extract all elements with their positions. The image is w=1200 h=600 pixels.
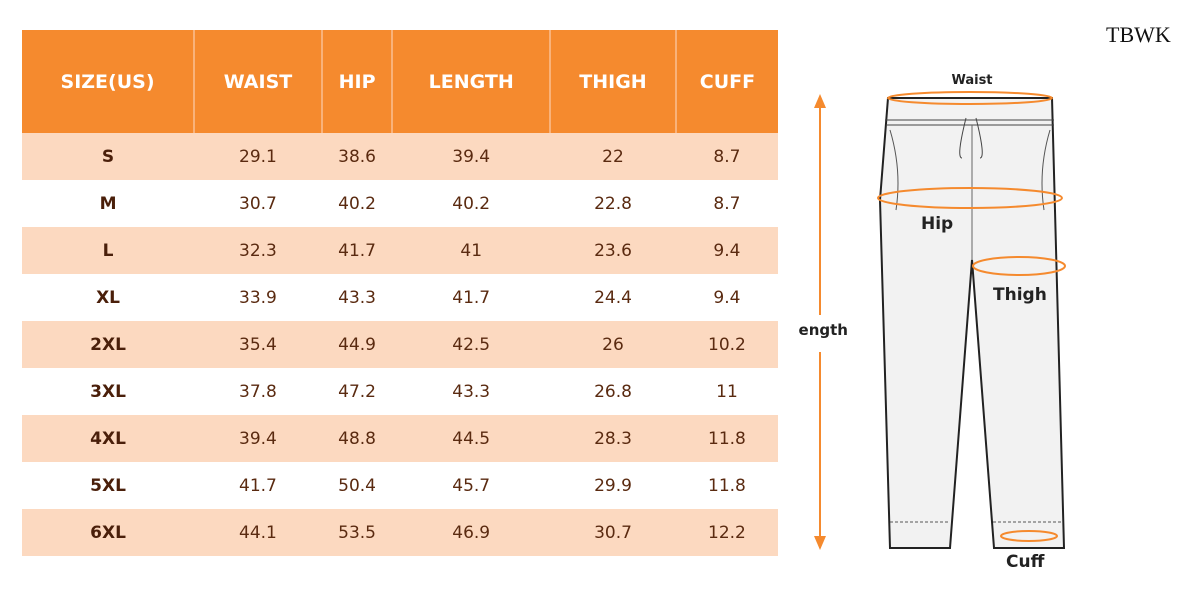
size-cell: 6XL	[22, 509, 195, 556]
measure-cell: 43.3	[338, 287, 376, 308]
measure-cell: 9.4	[713, 287, 741, 308]
measure-cell: 39.4	[392, 133, 551, 180]
size-row: 2XL 35.4 44.9 42.5 26 10.2	[22, 321, 778, 368]
size-row: M 30.7 40.2 40.2 22.8 8.7	[22, 180, 778, 227]
measure-cell: 37.8	[239, 381, 277, 402]
size-cell: 3XL	[90, 381, 126, 402]
arrow-head	[814, 94, 826, 108]
brand: TBWK	[1106, 22, 1171, 47]
thigh-label: Thigh	[993, 285, 1047, 305]
size-cell: 5XL	[90, 475, 126, 496]
measure-cell: 40.2	[452, 193, 491, 214]
hip-label: Hip	[921, 214, 953, 234]
size-cell: 4XL	[22, 415, 195, 462]
measure-cell: 44.1	[194, 509, 322, 556]
measure-cell: 30.7	[550, 509, 676, 556]
measure-cell: 44.9	[321, 321, 393, 368]
measure-cell: 38.6	[321, 133, 393, 180]
measure-cell: 41.7	[321, 227, 393, 274]
waist-ring	[887, 91, 1053, 105]
thigh-ring	[972, 256, 1066, 276]
measure-cell: 48.8	[321, 415, 393, 462]
waist-label: Waist	[951, 73, 992, 88]
measure-cell: 32.3	[194, 227, 322, 274]
measure-cell: 43.3	[452, 381, 491, 402]
size-cell: XL	[96, 287, 121, 308]
arrow-head	[814, 536, 826, 550]
header-cell: LENGTH	[392, 30, 552, 133]
measure-cell: 40.2	[338, 193, 376, 214]
measure-cell: 26.8	[594, 381, 632, 402]
size-cell: M	[99, 193, 117, 214]
measure-cell: 24.4	[594, 287, 632, 308]
size-row: 5XL 41.7 50.4 45.7 29.9 11.8	[22, 462, 778, 509]
measure-cell: 35.4	[194, 321, 322, 368]
length-label: ength	[799, 321, 848, 339]
measure-cell: 9.4	[675, 227, 778, 274]
hip-ring	[877, 187, 1063, 209]
measure-cell: 8.7	[713, 193, 741, 214]
header-row: SIZE(US) WAIST HIP LENGTH THIGH CUFF	[22, 30, 778, 133]
measure-cell: 42.5	[392, 321, 551, 368]
measure-cell: 23.6	[550, 227, 676, 274]
size-cell: S	[22, 133, 195, 180]
measure-cell: 50.4	[338, 475, 376, 496]
header-cell: THIGH	[550, 30, 677, 133]
measure-cell: 47.2	[338, 381, 376, 402]
measure-cell: 10.2	[675, 321, 778, 368]
measure-cell: 41.7	[452, 287, 491, 308]
measure-cell: 11.8	[675, 415, 778, 462]
drawstring	[959, 117, 983, 159]
measure-cell: 28.3	[550, 415, 676, 462]
header-cell: WAIST	[194, 30, 323, 133]
measure-cell: 22	[550, 133, 676, 180]
measure-cell: 30.7	[239, 193, 277, 214]
size-row: 3XL 37.8 47.2 43.3 26.8 11	[22, 368, 778, 415]
measure-cell: 46.9	[392, 509, 551, 556]
header-cell: SIZE(US)	[22, 30, 196, 133]
header-cell: HIP	[321, 30, 394, 133]
header-cell: CUFF	[675, 30, 778, 133]
size-row: XL 33.9 43.3 41.7 24.4 9.4	[22, 274, 778, 321]
measure-cell: 22.8	[594, 193, 632, 214]
measure-cell: 11.8	[708, 475, 746, 496]
measure-cell: 53.5	[321, 509, 393, 556]
size-row: L 32.3 41.7 41 23.6 9.4	[22, 227, 778, 274]
measure-cell: 44.5	[392, 415, 551, 462]
measure-cell: 8.7	[675, 133, 778, 180]
measure-cell: 29.9	[594, 475, 632, 496]
measure-cell: 45.7	[452, 475, 491, 496]
measure-cell: 41.7	[239, 475, 277, 496]
size-row: S 29.1 38.6 39.4 22 8.7	[22, 133, 778, 180]
cuff-label: Cuff	[1006, 552, 1045, 572]
measure-cell: 39.4	[194, 415, 322, 462]
measure-cell: 41	[392, 227, 551, 274]
measure-cell: 12.2	[675, 509, 778, 556]
cuff-ring	[1000, 530, 1058, 542]
measure-cell: 11	[716, 381, 738, 402]
size-row: 6XL 44.1 53.5 46.9 30.7 12.2	[22, 509, 778, 556]
pocket	[889, 129, 1051, 211]
size-row: 4XL 39.4 48.8 44.5 28.3 11.8	[22, 415, 778, 462]
pants-diagram: ength Waist Hip Thigh Cuff	[799, 73, 1066, 572]
measure-cell: 33.9	[239, 287, 277, 308]
size-cell: L	[22, 227, 195, 274]
size-cell: 2XL	[22, 321, 195, 368]
measure-cell: 29.1	[194, 133, 322, 180]
size-table: SIZE(US) WAIST HIP LENGTH THIGH CUFF S 29.1 38.…	[22, 30, 778, 556]
measure-cell: 26	[550, 321, 676, 368]
